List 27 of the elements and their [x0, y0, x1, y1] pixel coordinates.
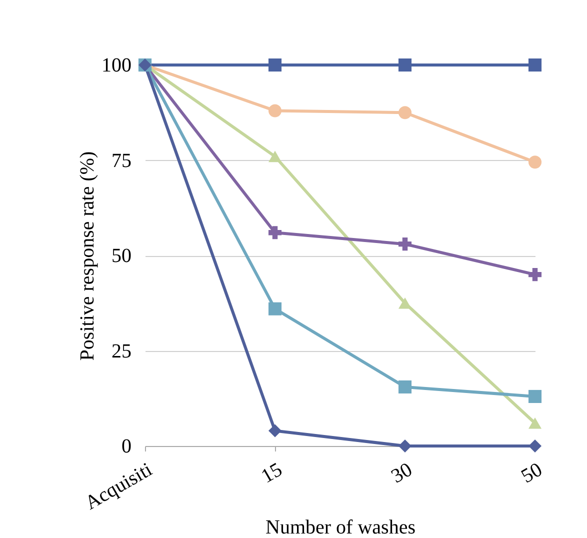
y-tick-label: 100: [102, 54, 132, 76]
y-tick-label: 0: [122, 436, 132, 458]
point: [528, 439, 542, 453]
point: [398, 58, 412, 72]
point: [528, 268, 542, 282]
x-tick-label: 50: [518, 458, 546, 488]
y-axis-title: Positive response rate (%): [76, 151, 98, 361]
point: [398, 439, 412, 453]
point: [268, 226, 282, 240]
point: [268, 104, 282, 118]
point: [268, 58, 282, 72]
point: [268, 150, 282, 162]
point: [528, 417, 542, 429]
point: [398, 380, 412, 394]
y-tick-label: 50: [112, 245, 132, 267]
x-axis-title: Number of washes: [266, 516, 416, 538]
point: [528, 390, 542, 403]
point: [398, 238, 412, 251]
point: [528, 156, 542, 169]
x-tick-label: 30: [388, 458, 416, 488]
point: [268, 424, 282, 438]
point: [268, 302, 282, 316]
point: [528, 58, 542, 72]
y-tick-label: 25: [112, 340, 132, 362]
y-tick-label: 75: [112, 150, 132, 172]
x-tick-label: 15: [258, 458, 286, 488]
point: [398, 106, 412, 120]
